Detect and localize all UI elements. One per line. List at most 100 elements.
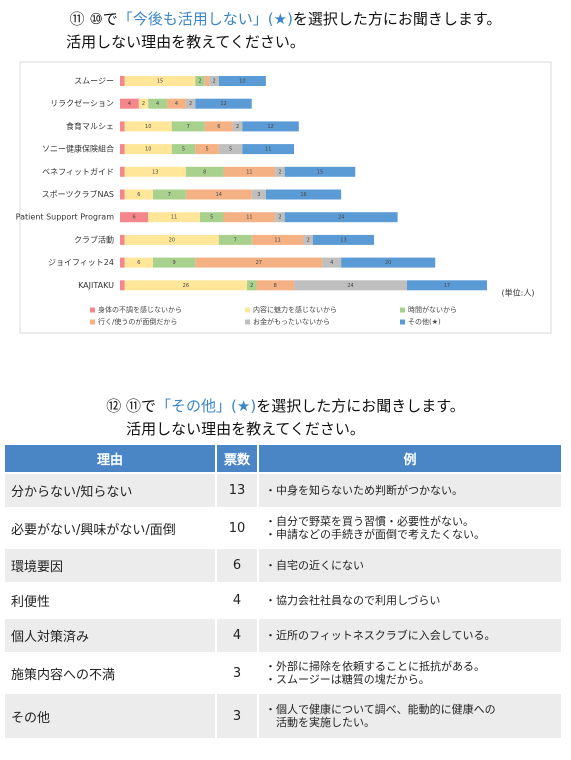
value-label: 6	[137, 260, 140, 266]
value-label: 15	[317, 169, 323, 175]
count-cell: 4	[216, 617, 259, 653]
bar-segment	[284, 166, 356, 177]
heading-line2: 活用しない理由を教えてください。	[66, 33, 305, 51]
bar-segment	[223, 212, 276, 223]
category-label: スムージー	[74, 77, 114, 86]
example-cell: ・外部に掃除を依頼することに抵抗がある。 ・スムージーは糖質の塊だから。	[258, 652, 563, 693]
table-row: その他 3 ・個人で健康について調べ、能動的に健康への 活動を実施したい。	[5, 692, 563, 738]
category-label: リラクゼーション	[50, 98, 114, 108]
category-label: スポーツクラブNAS	[42, 189, 114, 199]
example-cell: ・個人で健康について調べ、能動的に健康への 活動を実施したい。	[258, 692, 563, 738]
table-row: 施策内容への不満 3 ・外部に掃除を依頼することに抵抗がある。 ・スムージーは糖質の塊…	[5, 652, 563, 693]
heading-text: ⑪ ⑩で	[69, 10, 118, 28]
bar-segment	[120, 121, 125, 132]
value-label: 5	[182, 147, 185, 153]
count-cell: 4	[216, 582, 259, 618]
legend-swatch	[245, 307, 250, 313]
value-label: 24	[338, 215, 344, 221]
bar-segment	[148, 212, 200, 223]
value-label: 5	[210, 215, 213, 221]
reason-cell: 施策内容への不満	[5, 652, 217, 693]
value-label: 11	[246, 169, 252, 175]
bar-segment	[218, 144, 243, 155]
table-row: 分からない/知らない 13 ・中身を知らないため判断がつかない。	[5, 472, 563, 508]
bar-segment	[251, 189, 266, 200]
legend-label: 行く/使うのが面倒だから	[98, 317, 177, 326]
legend-label: お金がもったいないから	[253, 317, 330, 326]
legend-swatch	[400, 319, 405, 325]
bar-segment	[407, 280, 487, 291]
bar-segment	[242, 121, 299, 132]
bar-segment	[195, 144, 219, 155]
heading-text: ⑫ ⑪で	[106, 397, 157, 415]
example-line: 活動を実施したい。	[265, 716, 375, 729]
heading-text: を選択した方にお聞きします。	[256, 397, 465, 415]
column-header: 理由	[5, 445, 217, 473]
example-cell: ・自分で野菜を買う習慣・必要性がない。 ・申請などの手続きが面倒で考えたくない。	[258, 507, 563, 548]
value-label: 4	[175, 101, 178, 107]
value-label: 10	[145, 147, 151, 153]
value-label: 6	[133, 215, 136, 221]
count-cell: 13	[216, 472, 259, 508]
bar-segment	[124, 189, 153, 200]
legend-label: 内容に魅力を感じないから	[253, 305, 337, 314]
legend-label: その他(★)	[408, 317, 441, 326]
bar-segment	[185, 189, 252, 200]
bar-segment	[251, 234, 304, 245]
column-header: 票数	[216, 445, 259, 473]
value-label: 20	[169, 237, 175, 243]
value-label: 11	[246, 215, 252, 221]
reason-cell: 利便性	[5, 582, 217, 618]
value-label: 6	[217, 124, 220, 130]
bar-segment	[185, 166, 224, 177]
example-line: ・外部に掃除を依頼することに抵抗がある。	[265, 660, 485, 673]
bar-segment	[256, 280, 295, 291]
bar-segment	[204, 121, 233, 132]
category-label: Patient Support Program	[16, 213, 115, 222]
heading-highlight: 「今後も活用しない」(★)	[117, 10, 293, 28]
reason-cell: 個人対策済み	[5, 617, 217, 653]
table-row: 利便性 4 ・協力会社社員なので利用しづらい	[5, 582, 563, 618]
count-cell: 10	[216, 507, 259, 548]
bar-segment	[124, 257, 153, 268]
value-label: 14	[216, 192, 222, 198]
category-label: ソニー健康保険組合	[42, 144, 114, 154]
bar-segment	[294, 280, 408, 291]
count-cell: 6	[216, 547, 259, 583]
value-label: 2	[142, 101, 145, 107]
example-line: ・近所のフィットネスクラブに入会している。	[265, 629, 496, 642]
bar-segment	[223, 166, 276, 177]
bar-segment	[242, 144, 295, 155]
bar-segment	[195, 76, 205, 86]
value-label: 10	[239, 79, 245, 85]
value-label: 6	[137, 192, 140, 198]
bar-segment	[232, 121, 243, 132]
bar-segment	[218, 234, 252, 245]
example-cell: ・自宅の近くにない	[258, 547, 563, 583]
bar-segment	[124, 280, 248, 291]
value-label: 8	[203, 169, 206, 175]
legend-swatch	[90, 307, 95, 313]
category-label: ベネフィットガイド	[42, 166, 114, 176]
bar-segment	[152, 257, 196, 268]
count-cell: 3	[216, 652, 259, 693]
heading-line2: 活用しない理由を教えてください。	[126, 420, 365, 438]
bar-segment	[322, 257, 342, 268]
value-label: 4	[156, 101, 159, 107]
example-line: ・中身を知らないため判断がつかない。	[265, 484, 463, 497]
heading-highlight: 「その他」(★)	[156, 397, 257, 415]
bar-segment	[120, 257, 125, 268]
bar-segment	[124, 144, 172, 155]
legend-swatch	[245, 319, 250, 325]
bar-segment	[120, 144, 125, 155]
bar-segment	[167, 98, 186, 109]
bar-segment	[120, 189, 125, 200]
value-label: 5	[229, 147, 232, 153]
example-line: ・自宅の近くにない	[265, 559, 364, 572]
count-cell: 3	[216, 692, 259, 738]
bar-segment	[120, 166, 125, 177]
bar-segment	[152, 189, 186, 200]
bar-segment	[171, 121, 205, 132]
example-line: ・協力会社社員なので利用しづらい	[265, 594, 441, 607]
